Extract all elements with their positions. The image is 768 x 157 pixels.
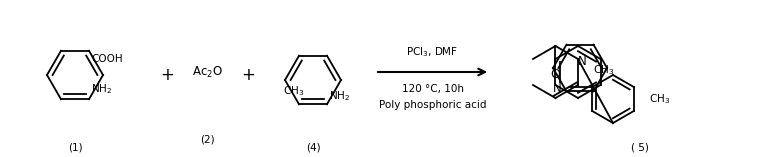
Text: N: N (578, 56, 587, 68)
Text: PCl$_3$, DMF: PCl$_3$, DMF (406, 45, 458, 59)
Text: CH$_3$: CH$_3$ (649, 92, 670, 106)
Text: 120 °C, 10h: 120 °C, 10h (402, 84, 464, 94)
Text: CH$_3$: CH$_3$ (283, 84, 305, 98)
Text: +: + (241, 66, 255, 84)
Text: (2): (2) (200, 135, 214, 145)
Text: ( 5): ( 5) (631, 143, 649, 153)
Text: Ac$_2$O: Ac$_2$O (191, 65, 223, 80)
Text: NH$_2$: NH$_2$ (91, 82, 112, 96)
Text: COOH: COOH (91, 54, 123, 64)
Text: NH$_2$: NH$_2$ (329, 89, 350, 103)
Text: (4): (4) (306, 143, 320, 153)
Text: N: N (553, 82, 562, 95)
Text: +: + (160, 66, 174, 84)
Text: O: O (551, 68, 561, 81)
Text: CH$_3$: CH$_3$ (593, 63, 614, 77)
Text: (1): (1) (68, 143, 82, 153)
Text: Poly phosphoric acid: Poly phosphoric acid (379, 100, 486, 110)
